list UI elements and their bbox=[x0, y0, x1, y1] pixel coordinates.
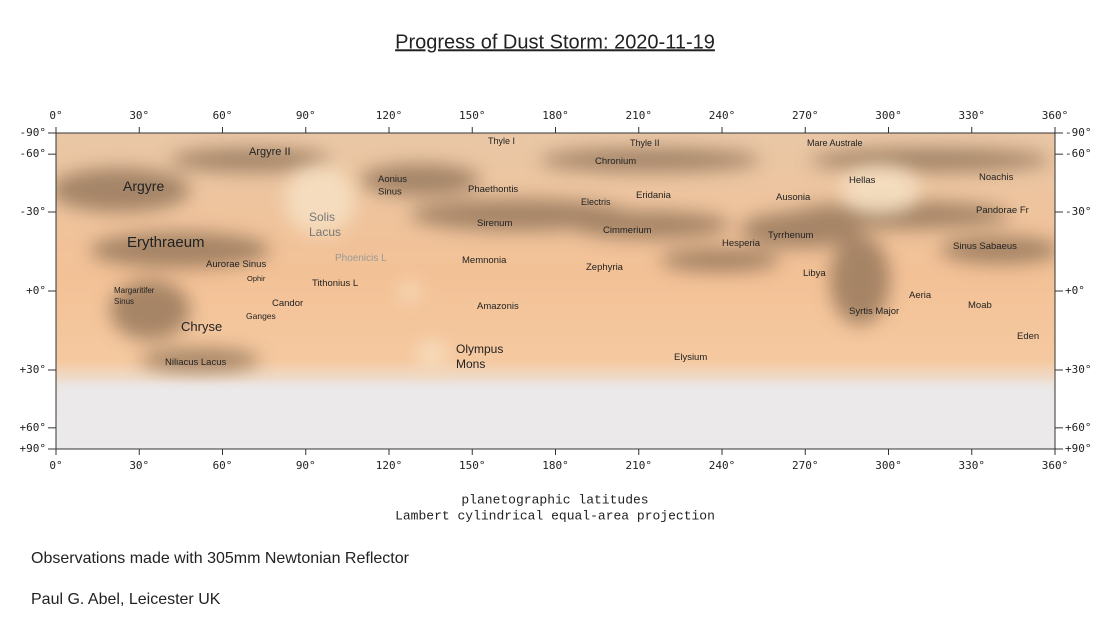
feature-label: Argyre II bbox=[249, 146, 291, 158]
x-tick-label: 300° bbox=[875, 109, 902, 122]
x-tick-label: 270° bbox=[792, 109, 819, 122]
x-tick-label: 60° bbox=[213, 459, 233, 472]
caption: planetographic latitudes bbox=[461, 492, 648, 507]
feature-label: Hellas bbox=[849, 175, 876, 186]
feature-label: Sinus Sabaeus bbox=[953, 241, 1017, 252]
footer-text: Paul G. Abel, Leicester UK bbox=[31, 591, 221, 608]
feature-label: Memnonia bbox=[462, 255, 507, 266]
feature-label: Chronium bbox=[595, 156, 636, 167]
x-tick-label: 180° bbox=[542, 459, 569, 472]
x-tick-label: 0° bbox=[49, 459, 62, 472]
feature-label: Noachis bbox=[979, 172, 1014, 183]
feature-label: Mare Australe bbox=[807, 138, 863, 148]
x-tick-label: 240° bbox=[709, 459, 736, 472]
y-tick-label: +30° bbox=[1065, 363, 1092, 376]
x-tick-label: 90° bbox=[296, 459, 316, 472]
y-tick-label: -60° bbox=[20, 147, 47, 160]
y-tick-label: -60° bbox=[1065, 147, 1092, 160]
map-image bbox=[56, 133, 1055, 449]
feature-label: Argyre bbox=[123, 178, 164, 194]
x-tick-label: 0° bbox=[49, 109, 62, 122]
feature-label: Olympus bbox=[456, 342, 503, 356]
feature-label: Pandorae Fr bbox=[976, 205, 1029, 216]
feature-label: Moab bbox=[968, 300, 992, 311]
feature-label: Syrtis Major bbox=[849, 306, 899, 317]
x-tick-label: 30° bbox=[129, 109, 149, 122]
title: Progress of Dust Storm: 2020-11-19 bbox=[395, 31, 715, 53]
x-tick-label: 330° bbox=[959, 109, 986, 122]
feature-label: Niliacus Lacus bbox=[165, 357, 226, 368]
footer-text: Observations made with 305mm Newtonian R… bbox=[31, 550, 410, 567]
feature-label: Sirenum bbox=[477, 218, 512, 229]
y-tick-label: +30° bbox=[20, 363, 47, 376]
feature-label: Tyrrhenum bbox=[768, 230, 813, 241]
y-tick-label: +0° bbox=[26, 284, 46, 297]
y-tick-label: +60° bbox=[1065, 421, 1092, 434]
x-tick-label: 240° bbox=[709, 109, 736, 122]
feature-label: Phoenicis L bbox=[335, 253, 387, 264]
feature-label: Mons bbox=[456, 357, 485, 371]
feature-label: Chryse bbox=[181, 319, 222, 334]
feature-label: Candor bbox=[272, 298, 303, 309]
y-tick-label: -30° bbox=[1065, 205, 1092, 218]
x-tick-label: 330° bbox=[959, 459, 986, 472]
feature-label: Aonius bbox=[378, 174, 407, 185]
x-tick-label: 270° bbox=[792, 459, 819, 472]
feature-label: Sinus bbox=[378, 187, 402, 198]
feature-label: Aeria bbox=[909, 290, 932, 301]
x-tick-label: 150° bbox=[459, 109, 486, 122]
feature-label: Cimmerium bbox=[603, 225, 652, 236]
x-tick-label: 300° bbox=[875, 459, 902, 472]
feature-label: Solis bbox=[309, 210, 335, 224]
y-tick-label: +60° bbox=[20, 421, 47, 434]
x-tick-label: 180° bbox=[542, 109, 569, 122]
feature-label: Ausonia bbox=[776, 192, 811, 203]
x-tick-label: 210° bbox=[626, 459, 653, 472]
x-tick-label: 60° bbox=[213, 109, 233, 122]
y-tick-label: -90° bbox=[20, 126, 47, 139]
x-tick-label: 360° bbox=[1042, 459, 1069, 472]
y-tick-label: -30° bbox=[20, 205, 47, 218]
x-tick-label: 30° bbox=[129, 459, 149, 472]
feature-label: Elysium bbox=[674, 352, 707, 363]
feature-label: Thyle I bbox=[488, 136, 515, 146]
feature-label: Ophir bbox=[247, 274, 266, 283]
feature-label: Amazonis bbox=[477, 301, 519, 312]
feature-label: Lacus bbox=[309, 225, 341, 239]
feature-label: Zephyria bbox=[586, 262, 624, 273]
feature-label: Aurorae Sinus bbox=[206, 259, 266, 270]
x-tick-label: 210° bbox=[626, 109, 653, 122]
y-tick-label: +0° bbox=[1065, 284, 1085, 297]
x-tick-label: 360° bbox=[1042, 109, 1069, 122]
x-tick-label: 120° bbox=[376, 459, 403, 472]
x-tick-label: 150° bbox=[459, 459, 486, 472]
x-tick-label: 90° bbox=[296, 109, 316, 122]
feature-label: Margaritifer bbox=[114, 286, 155, 295]
feature-label: Libya bbox=[803, 268, 826, 279]
feature-label: Phaethontis bbox=[468, 184, 518, 195]
y-tick-label: +90° bbox=[1065, 442, 1092, 455]
feature-label: Erythraeum bbox=[127, 234, 205, 251]
caption: Lambert cylindrical equal-area projectio… bbox=[395, 508, 715, 523]
feature-label: Electris bbox=[581, 197, 611, 207]
y-tick-label: -90° bbox=[1065, 126, 1092, 139]
feature-label: Thyle II bbox=[630, 138, 660, 148]
feature-label: Hesperia bbox=[722, 238, 761, 249]
feature-label: Eridania bbox=[636, 190, 672, 201]
y-tick-label: +90° bbox=[20, 442, 47, 455]
feature-label: Ganges bbox=[246, 311, 276, 321]
feature-label: Sinus bbox=[114, 297, 134, 306]
feature-label: Eden bbox=[1017, 331, 1039, 342]
feature-label: Tithonius L bbox=[312, 278, 358, 289]
x-tick-label: 120° bbox=[376, 109, 403, 122]
